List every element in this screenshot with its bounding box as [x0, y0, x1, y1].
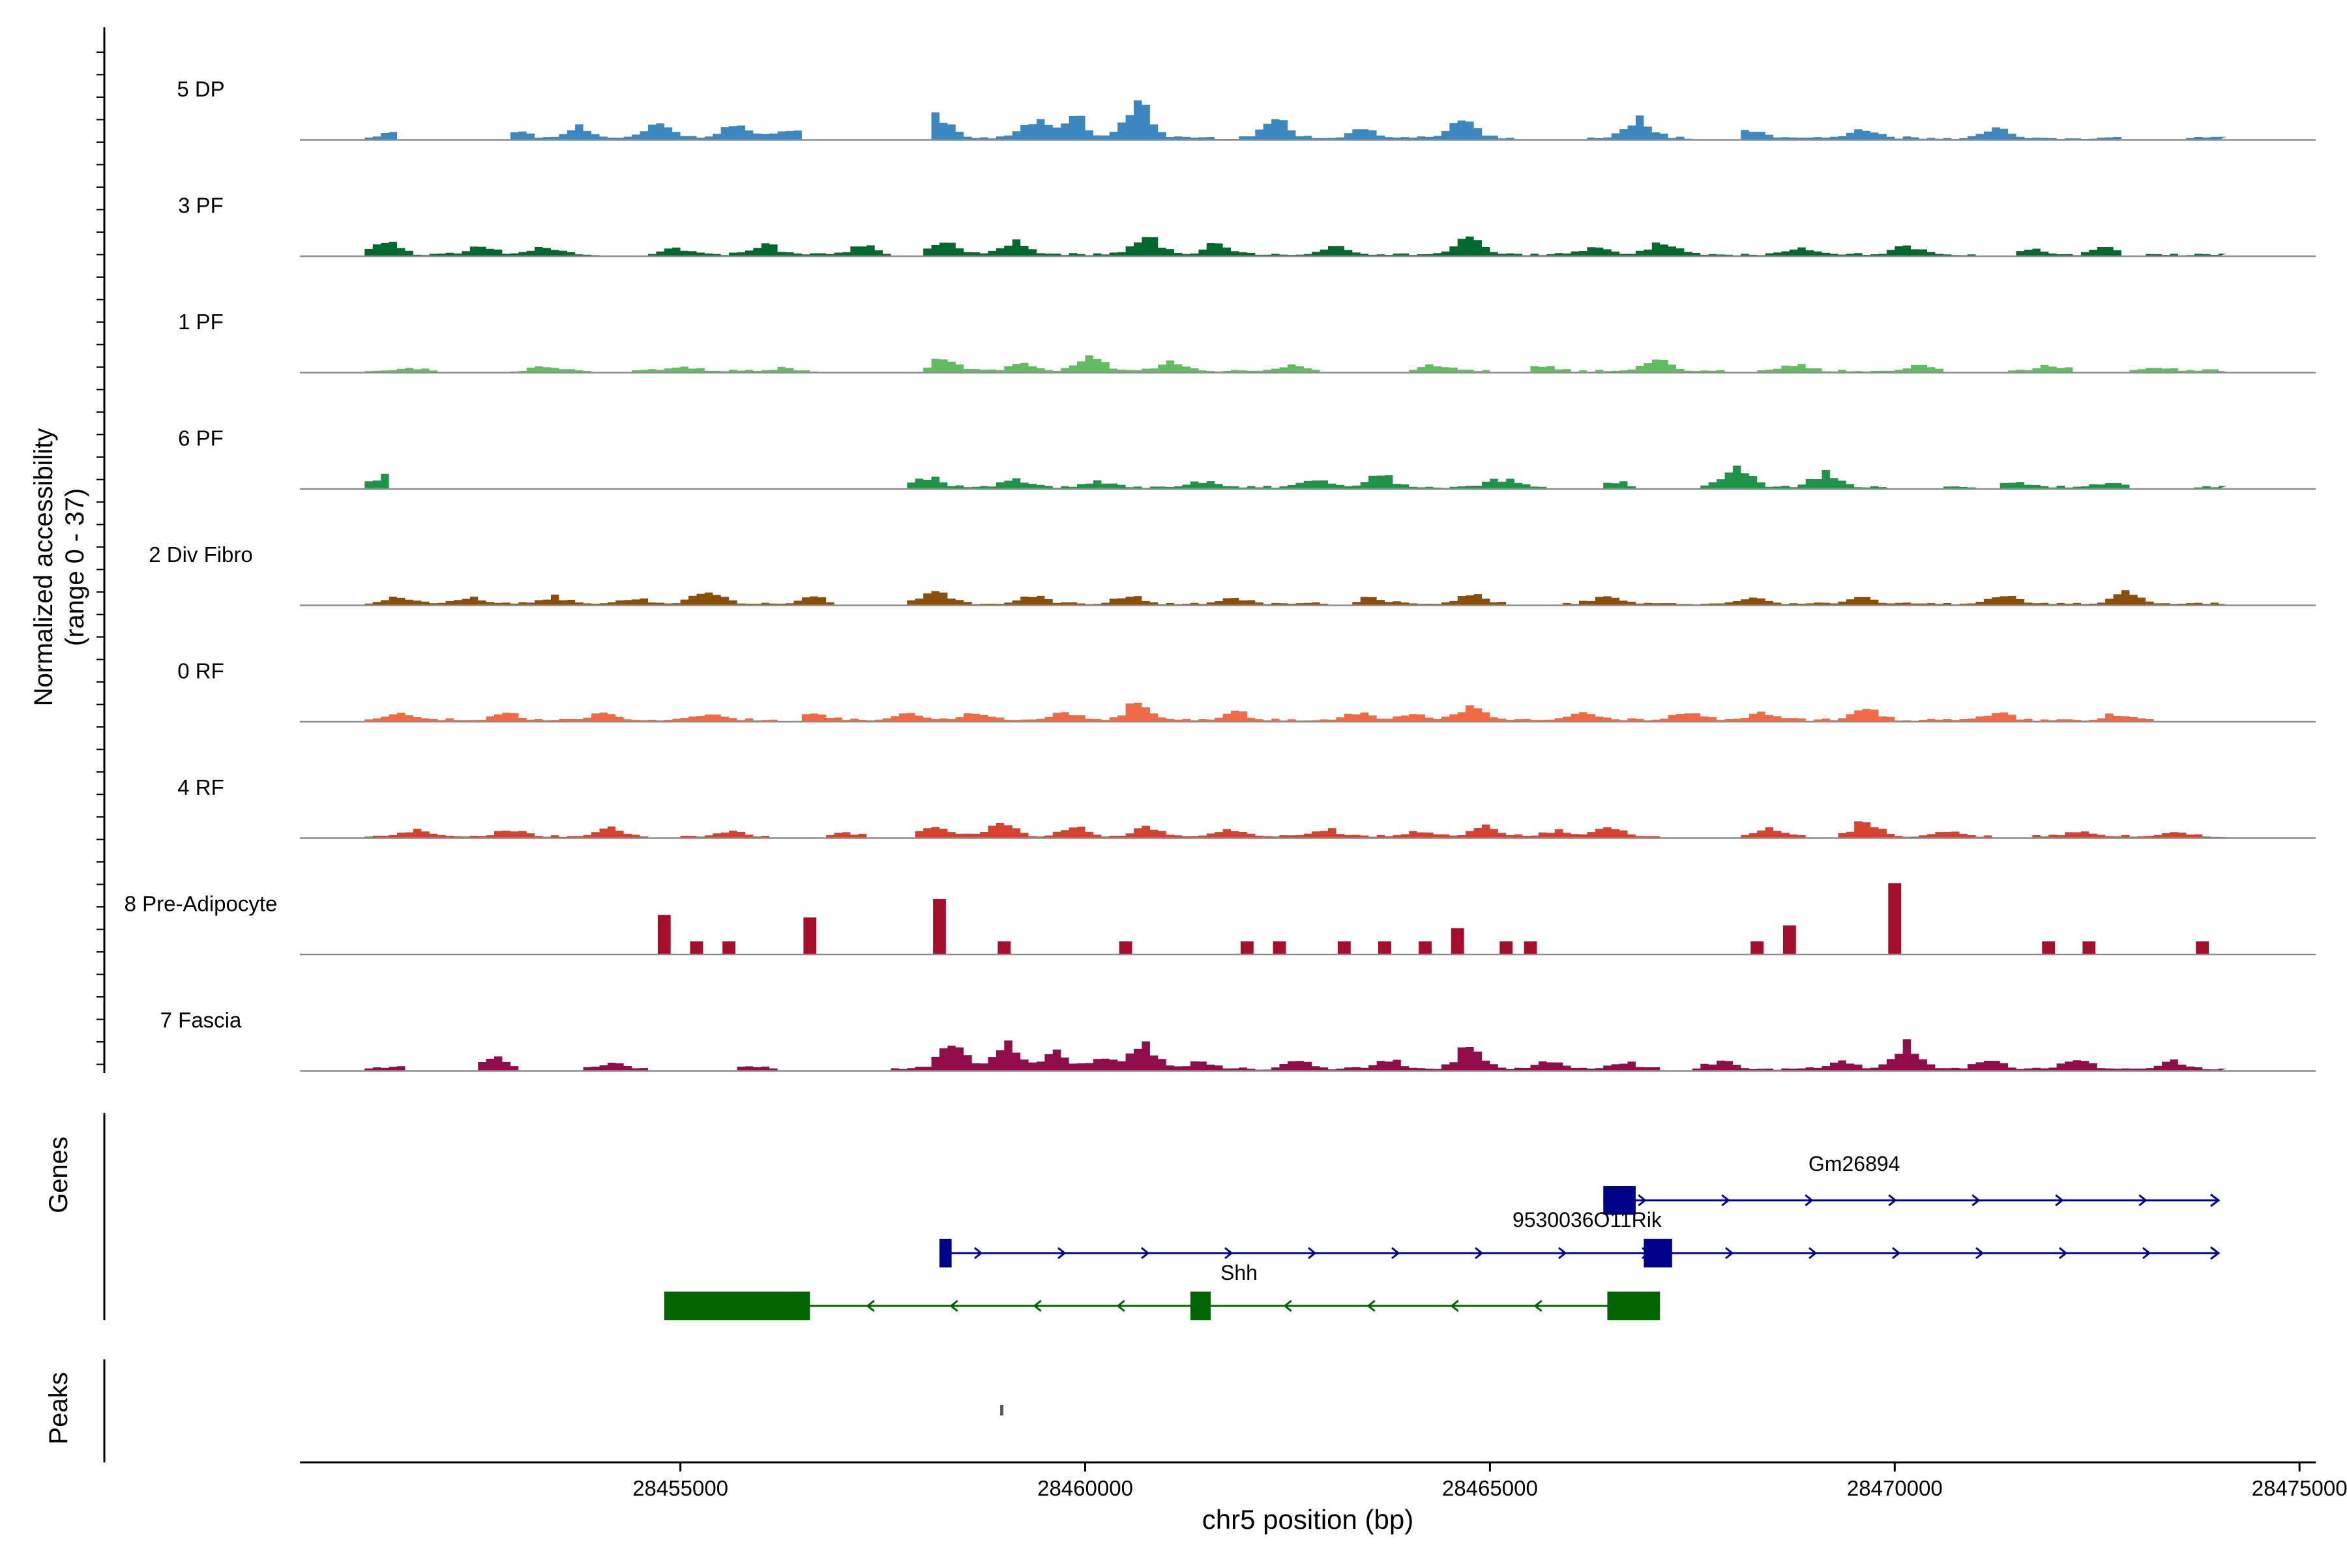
strand-arrow: [1033, 1299, 1042, 1312]
gene-gm26894: Gm26894: [1603, 1152, 2221, 1215]
accessibility-tracks: 5 DP 3 PF 1 PF 6 PF 2 Div Fibro 0 RF 4 RF 8 Pre…: [125, 77, 2316, 1072]
strand-arrow: [1475, 1247, 1484, 1260]
strand-arrow: [2059, 1247, 2068, 1260]
gene-annotation-track: Gm26894 9530036O11Rik Shh: [664, 1152, 2221, 1320]
strand-arrow: [866, 1299, 875, 1312]
strand-arrow: [1391, 1247, 1400, 1260]
strand-arrow: [1283, 1299, 1292, 1312]
strand-arrow: [1725, 1247, 1734, 1260]
track-coverage-area: [657, 883, 2209, 954]
track-coverage-area: [364, 821, 2227, 838]
gene-exon: [1190, 1292, 1211, 1320]
x-axis-tick-label: 28455000: [632, 1476, 728, 1500]
track-4-rf: 4 RF: [177, 775, 2316, 839]
track-5-dp: 5 DP: [177, 77, 2316, 141]
strand-arrow: [2055, 1194, 2064, 1207]
strand-arrow: [1450, 1299, 1459, 1312]
strand-arrow: [2210, 1246, 2221, 1260]
gene-label: Gm26894: [1808, 1152, 1900, 1176]
track-8-pre-adipocyte: 8 Pre-Adipocyte: [125, 883, 2316, 956]
strand-arrow: [1558, 1247, 1567, 1260]
strand-arrow: [1975, 1247, 1985, 1260]
strand-arrow: [1892, 1247, 1901, 1260]
strand-arrow: [974, 1247, 983, 1260]
y-axis-title-line1: Normalized accessibility: [29, 428, 58, 707]
peaks-axis-title: Peaks: [44, 1372, 73, 1444]
strand-arrow: [1888, 1194, 1897, 1207]
track-label: 6 PF: [178, 426, 224, 451]
strand-arrow: [1224, 1247, 1233, 1260]
track-coverage-area: [364, 236, 2227, 256]
y-axis-title-line2: (range 0 - 37): [61, 488, 89, 646]
peak-region: [1000, 1405, 1004, 1415]
gene-exon: [1607, 1292, 1661, 1320]
track-label: 3 PF: [178, 194, 224, 218]
strand-arrow: [1533, 1299, 1543, 1312]
gene-shh: Shh: [664, 1261, 1661, 1320]
genes-axis-title: Genes: [44, 1136, 73, 1213]
gene-exon: [1644, 1239, 1672, 1267]
strand-arrow: [1805, 1194, 1814, 1207]
track-coverage-area: [364, 702, 2227, 722]
strand-arrow: [1116, 1299, 1125, 1312]
gene-9530036o11rik: 9530036O11Rik: [939, 1208, 2221, 1267]
track-coverage-area: [364, 1039, 2227, 1071]
strand-arrow: [2142, 1247, 2151, 1260]
track-0-rf: 0 RF: [177, 659, 2316, 723]
gene-exon: [664, 1292, 810, 1320]
gene-exon: [1603, 1186, 1636, 1215]
x-axis-tick-label: 28470000: [1847, 1476, 1943, 1500]
strand-arrow: [1971, 1194, 1981, 1207]
track-label: 4 RF: [177, 775, 224, 799]
axes: 28455000 28460000 28465000 28470000 28475000: [96, 27, 2347, 1500]
gene-label: 9530036O11Rik: [1513, 1208, 1662, 1232]
track-label: 7 Fascia: [160, 1008, 242, 1032]
strand-arrow: [1057, 1247, 1067, 1260]
strand-arrow: [1638, 1194, 1647, 1207]
track-label: 5 DP: [177, 77, 224, 101]
track-label: 1 PF: [178, 310, 224, 334]
x-axis-tick-label: 28475000: [2252, 1476, 2347, 1500]
x-axis-tick-label: 28460000: [1037, 1476, 1133, 1500]
track-label: 2 Div Fibro: [149, 542, 253, 567]
peak-region-track: [1000, 1405, 1004, 1415]
strand-arrow: [1308, 1247, 1317, 1260]
strand-arrow: [2138, 1194, 2148, 1207]
track-coverage-area: [364, 466, 2227, 489]
strand-arrow: [1721, 1194, 1730, 1207]
track-6-pf: 6 PF: [178, 426, 2316, 490]
strand-arrow: [1808, 1247, 1818, 1260]
strand-arrow: [1366, 1299, 1376, 1312]
gene-exon: [939, 1239, 952, 1267]
track-coverage-area: [364, 355, 2227, 373]
track-label: 8 Pre-Adipocyte: [125, 892, 278, 916]
x-axis-title: chr5 position (bp): [1202, 1504, 1414, 1535]
track-coverage-area: [364, 590, 2227, 606]
strand-arrow: [1141, 1247, 1150, 1260]
track-1-pf: 1 PF: [178, 310, 2316, 374]
track-label: 0 RF: [177, 659, 224, 683]
gene-label: Shh: [1220, 1261, 1258, 1284]
track-3-pf: 3 PF: [178, 194, 2316, 258]
track-2-div-fibro: 2 Div Fibro: [149, 542, 2316, 606]
strand-arrow: [949, 1299, 958, 1312]
x-axis-tick-label: 28465000: [1442, 1476, 1538, 1500]
track-coverage-area: [364, 100, 2227, 140]
track-7-fascia: 7 Fascia: [160, 1008, 2316, 1072]
strand-arrow: [2210, 1193, 2221, 1207]
